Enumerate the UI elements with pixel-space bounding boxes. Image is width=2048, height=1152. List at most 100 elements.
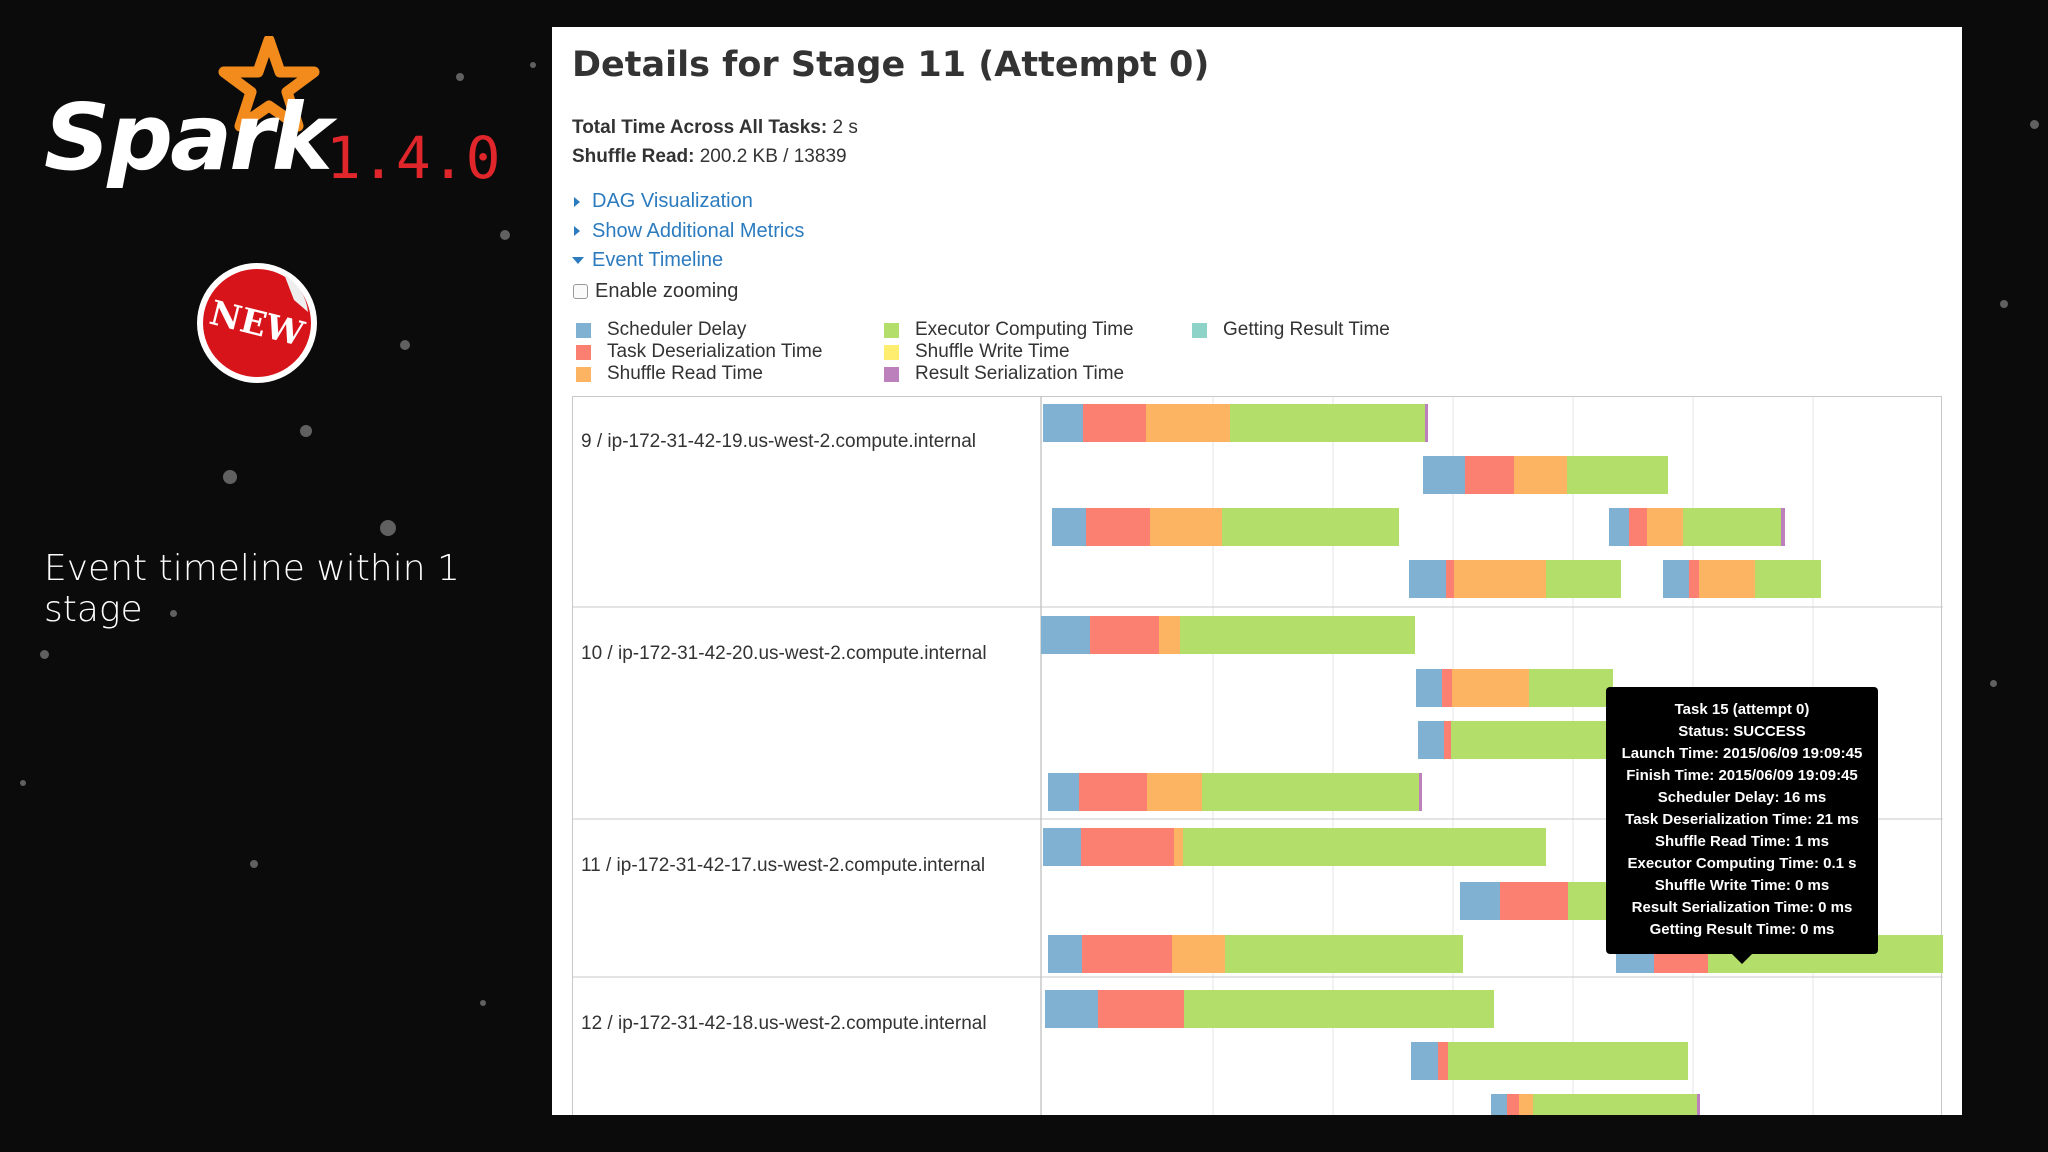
- stage-links: DAG Visualization Show Additional Metric…: [572, 187, 804, 306]
- task-segment: [1082, 935, 1172, 973]
- link-show-additional-metrics[interactable]: Show Additional Metrics: [572, 217, 804, 247]
- legend-swatch: [884, 344, 899, 360]
- task-segment: [1184, 990, 1494, 1028]
- task-segment: [1519, 1094, 1533, 1115]
- task-segment: [1048, 773, 1079, 811]
- task-segment: [1507, 1094, 1519, 1115]
- executor-label: 12 / ip-172-31-42-18.us-west-2.compute.i…: [581, 1013, 987, 1034]
- task-segment: [1222, 508, 1399, 546]
- legend-label: Getting Result Time: [1223, 319, 1390, 340]
- task-segment: [1546, 560, 1621, 598]
- task-segment: [1446, 560, 1454, 598]
- legend-item: Getting Result Time: [1192, 319, 1390, 341]
- task-segment: [1411, 1042, 1438, 1080]
- executor-label: 10 / ip-172-31-42-20.us-west-2.compute.i…: [581, 643, 987, 664]
- task-segment: [1442, 669, 1452, 707]
- legend-item: Scheduler Delay: [576, 319, 746, 341]
- task-segment: [1202, 773, 1419, 811]
- task-segment: [1451, 721, 1621, 759]
- tooltip-line: Task 15 (attempt 0): [1674, 701, 1810, 718]
- task-segment: [1755, 560, 1821, 598]
- tooltip-line: Task Deserialization Time: 21 ms: [1625, 811, 1859, 828]
- executor-label: 9 / ip-172-31-42-19.us-west-2.compute.in…: [581, 431, 976, 452]
- legend-swatch: [884, 322, 899, 338]
- legend-item: Result Serialization Time: [884, 363, 1124, 385]
- task-segment: [1172, 935, 1225, 973]
- task-segment: [1460, 882, 1500, 920]
- enable-zooming-option[interactable]: Enable zooming: [572, 277, 804, 307]
- expand-arrow-icon: [574, 196, 580, 207]
- legend-swatch: [576, 366, 591, 382]
- task-segment: [1514, 456, 1567, 494]
- task-segment: [1098, 990, 1184, 1028]
- task-segment: [1454, 560, 1546, 598]
- legend-label: Result Serialization Time: [915, 363, 1125, 384]
- tooltip-line: Result Serialization Time: 0 ms: [1631, 899, 1853, 916]
- executor-label: 11 / ip-172-31-42-17.us-west-2.compute.i…: [581, 855, 986, 876]
- tooltip-line: Shuffle Read Time: 1 ms: [1655, 833, 1829, 850]
- task-segment: [1781, 508, 1785, 546]
- stage-summary: Total Time Across All Tasks: 2 s Shuffle…: [572, 113, 858, 171]
- task-segment: [1083, 404, 1146, 442]
- legend-label: Task Deserialization Time: [607, 341, 823, 362]
- task-segment: [1465, 456, 1514, 494]
- task-segment: [1086, 508, 1150, 546]
- legend-swatch: [576, 344, 591, 360]
- tooltip-line: Executor Computing Time: 0.1 s: [1627, 855, 1857, 872]
- legend-swatch: [1192, 322, 1207, 338]
- task-segment: [1409, 560, 1446, 598]
- tooltip-line: Shuffle Write Time: 0 ms: [1654, 877, 1830, 894]
- task-segment: [1438, 1042, 1448, 1080]
- tooltip-arrow: [1732, 954, 1752, 964]
- task-segment: [1150, 508, 1222, 546]
- summary-shuffle-read: Shuffle Read: 200.2 KB / 13839: [572, 146, 847, 167]
- task-segment: [1230, 404, 1425, 442]
- tooltip-line: Status: SUCCESS: [1678, 723, 1806, 740]
- task-segment: [1418, 721, 1444, 759]
- task-segment: [1699, 560, 1755, 598]
- legend-swatch: [576, 322, 591, 338]
- task-segment: [1629, 508, 1647, 546]
- task-segment: [1048, 935, 1082, 973]
- task-segment: [1081, 828, 1174, 866]
- legend-label: Executor Computing Time: [915, 319, 1134, 340]
- enable-zooming-checkbox[interactable]: [573, 283, 588, 299]
- summary-total-time: Total Time Across All Tasks: 2 s: [572, 117, 858, 138]
- task-segment: [1452, 669, 1529, 707]
- task-segment: [1147, 773, 1202, 811]
- task-segment: [1425, 404, 1428, 442]
- task-segment: [1697, 1094, 1700, 1115]
- slide-caption: Event timeline within 1 stage: [44, 548, 460, 630]
- expand-arrow-icon: [574, 226, 580, 237]
- link-event-timeline[interactable]: Event Timeline: [572, 246, 804, 276]
- link-dag-visualization[interactable]: DAG Visualization: [572, 187, 804, 217]
- enable-zooming-label: Enable zooming: [595, 279, 739, 302]
- tooltip-line: Getting Result Time: 0 ms: [1649, 921, 1835, 938]
- timeline-legend: Scheduler Delay Task Deserialization Time…: [576, 319, 1476, 389]
- task-segment: [1045, 990, 1098, 1028]
- task-tooltip: Task 15 (attempt 0) Status: SUCCESS Launch…: [1606, 687, 1878, 964]
- task-segment: [1689, 560, 1699, 598]
- task-segment: [1500, 882, 1568, 920]
- task-segment: [1079, 773, 1147, 811]
- task-segment: [1448, 1042, 1688, 1080]
- legend-item: Shuffle Write Time: [884, 341, 1070, 363]
- legend-swatch: [884, 366, 899, 382]
- tooltip-line: Launch Time: 2015/06/09 19:09:45: [1621, 745, 1863, 762]
- collapse-arrow-icon: [572, 257, 584, 265]
- task-segment: [1647, 508, 1683, 546]
- tooltip-line: Scheduler Delay: 16 ms: [1657, 789, 1827, 806]
- tooltip-line: Finish Time: 2015/06/09 19:09:45: [1626, 767, 1858, 784]
- page-title: Details for Stage 11 (Attempt 0): [572, 45, 1210, 85]
- task-segment: [1419, 773, 1422, 811]
- legend-item: Shuffle Read Time: [576, 363, 763, 385]
- task-segment: [1529, 669, 1613, 707]
- task-segment: [1159, 616, 1180, 654]
- task-segment: [1663, 560, 1689, 598]
- task-segment: [1225, 935, 1463, 973]
- task-segment: [1416, 669, 1442, 707]
- task-segment: [1444, 721, 1451, 759]
- task-segment: [1423, 456, 1465, 494]
- task-segment: [1609, 508, 1629, 546]
- task-segment: [1043, 828, 1081, 866]
